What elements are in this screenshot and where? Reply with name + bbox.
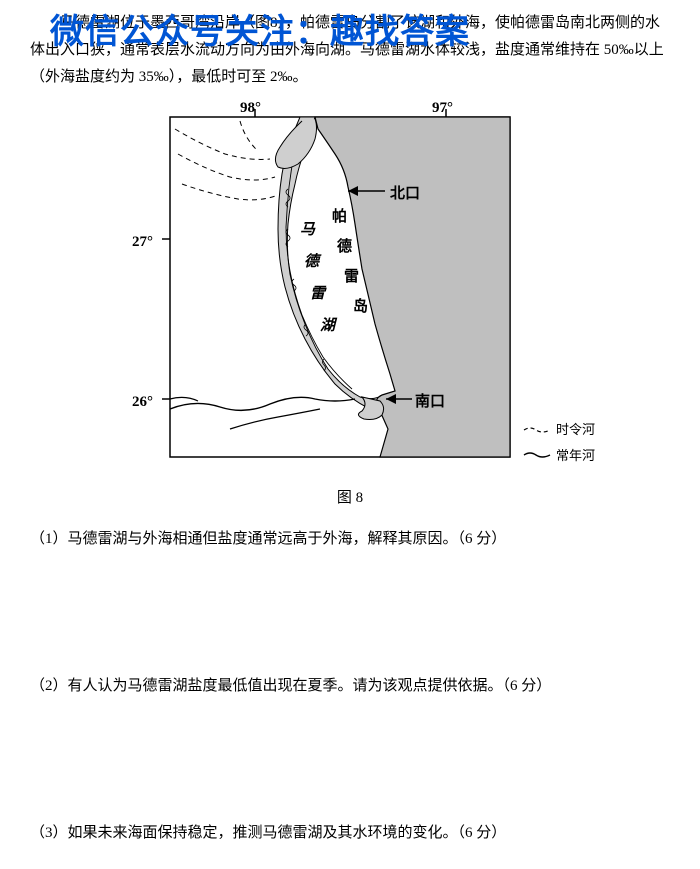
lake-char-0: 马 bbox=[300, 217, 315, 244]
lake-char-3: 湖 bbox=[320, 313, 335, 340]
question-1: （1）马德雷湖与外海相通但盐度通常远高于外海，解释其原因。（6 分） bbox=[30, 526, 670, 553]
map-legend: 时令河 常年河 bbox=[522, 418, 595, 469]
lake-char-2: 雷 bbox=[310, 281, 325, 308]
lake-char-1: 德 bbox=[304, 249, 319, 276]
legend-intermittent-icon bbox=[522, 424, 552, 436]
watermark-text: 微信公众号关注：趣找答案 bbox=[50, 2, 470, 63]
island-char-0: 帕 bbox=[332, 204, 347, 231]
legend-perennial-label: 常年河 bbox=[556, 444, 595, 467]
legend-perennial-icon bbox=[522, 449, 552, 461]
figure-caption: 图 8 bbox=[30, 485, 670, 512]
label-south-mouth: 南口 bbox=[415, 389, 445, 416]
island-char-1: 德 bbox=[337, 234, 352, 261]
island-char-3: 岛 bbox=[353, 294, 368, 321]
map-figure: 98° 97° 27° 26° bbox=[30, 99, 670, 479]
question-2: （2）有人认为马德雷湖盐度最低值出现在夏季。请为该观点提供依据。（6 分） bbox=[30, 673, 670, 700]
question-3: （3）如果未来海面保持稳定，推测马德雷湖及其水环境的变化。（6 分） bbox=[30, 820, 670, 847]
legend-intermittent-label: 时令河 bbox=[556, 418, 595, 441]
label-north-mouth: 北口 bbox=[390, 181, 420, 208]
island-char-2: 雷 bbox=[344, 264, 359, 291]
